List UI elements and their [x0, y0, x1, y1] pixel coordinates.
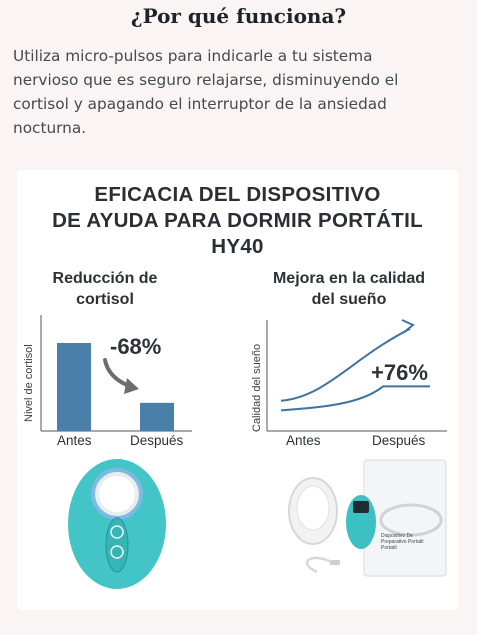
infographic-title-line: DE AYUDA PARA DORMIR PORTÁTIL: [52, 209, 423, 232]
cortisol-title-line: Reducción de: [52, 270, 158, 287]
package-caption-line: Dispositivo De: [381, 533, 413, 539]
cortisol-change-label: -68%: [110, 334, 162, 359]
cortisol-chart-title: Reducción de cortisol: [25, 268, 185, 310]
package-caption-line: Preparativo Portatil: [381, 539, 424, 545]
infographic-title-line: EFICACIA DEL DISPOSITIVO: [94, 183, 381, 206]
sleep-x-tick: Después: [372, 433, 426, 448]
sleep-lines: [280, 327, 430, 412]
infographic-title: EFICACIA DEL DISPOSITIVO DE AYUDA PARA D…: [17, 182, 458, 260]
product-set-photo: [288, 459, 447, 577]
cortisol-title-line: cortisol: [76, 291, 134, 308]
sleep-line-2: [280, 385, 430, 412]
intro-text: Utiliza micro-pulsos para indicarle a tu…: [13, 44, 463, 140]
cortisol-x-tick: Antes: [57, 433, 92, 448]
cortisol-bars: [57, 343, 174, 431]
intro-line: nocturna.: [13, 119, 87, 137]
sleep-line-1: [280, 327, 411, 402]
sleep-change-label: +76%: [371, 360, 428, 385]
sleep-chart-title: Mejora en la calidad del sueño: [249, 268, 449, 310]
sleep-title-line: Mejora en la calidad: [272, 270, 426, 287]
infographic-image: EFICACIA DEL DISPOSITIVO DE AYUDA PARA D…: [17, 170, 458, 610]
intro-line: cortisol y apagando el interruptor de la…: [13, 95, 387, 113]
device-photo: [68, 459, 166, 589]
growth-arrowhead: [401, 319, 415, 334]
intro-line: nervioso que es seguro relajarse, dismin…: [13, 71, 399, 89]
charts-svg: [40, 315, 447, 589]
decrease-arrowhead: [124, 378, 139, 394]
infographic-title-line: HY40: [211, 235, 264, 258]
bar-antes: [57, 343, 91, 431]
bar-después: [140, 402, 174, 431]
intro-line: Utiliza micro-pulsos para indicarle a tu…: [13, 47, 373, 65]
package-caption: Dispositivo De Preparativo Portatil Port…: [381, 533, 433, 551]
section-heading: ¿Por qué funciona?: [130, 4, 347, 28]
sleep-title-line: del sueño: [311, 291, 387, 308]
package-caption-line: Portatil: [381, 545, 397, 551]
sleep-x-tick: Antes: [286, 433, 321, 448]
cortisol-x-tick: Después: [130, 433, 184, 448]
